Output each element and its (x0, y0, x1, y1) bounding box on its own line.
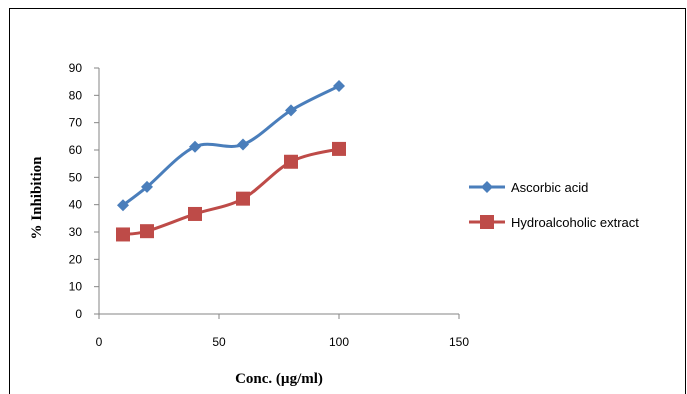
x-tick-label: 0 (96, 335, 103, 349)
data-point-ascorbic-acid (285, 104, 297, 117)
data-point-hydroalcoholic-extract (188, 206, 202, 221)
data-point-ascorbic-acid (237, 138, 249, 151)
legend-marker-hydroalcoholic-extract (480, 215, 494, 229)
series-line-ascorbic-acid (121, 84, 341, 207)
x-tick-label: 50 (212, 335, 226, 349)
data-point-hydroalcoholic-extract (116, 227, 130, 242)
y-tick-label: 80 (69, 88, 83, 102)
y-tick-label: 0 (75, 307, 82, 321)
data-point-ascorbic-acid (189, 140, 201, 153)
data-point-ascorbic-acid (117, 199, 129, 212)
y-tick-label: 20 (69, 252, 83, 266)
y-tick-label: 60 (69, 143, 83, 157)
y-tick-label: 50 (69, 170, 83, 184)
data-point-hydroalcoholic-extract (332, 141, 346, 156)
y-tick-label: 30 (69, 225, 83, 239)
series (116, 80, 346, 242)
series-line-hydroalcoholic-extract (121, 147, 341, 236)
data-point-hydroalcoholic-extract (284, 154, 298, 169)
axes (98, 68, 459, 315)
y-tick-label: 10 (69, 280, 83, 294)
data-point-hydroalcoholic-extract (236, 191, 250, 206)
x-tick-label: 100 (329, 335, 349, 349)
axis-titles: Conc. (µg/ml) % Inhibition (29, 156, 323, 387)
legend: Ascorbic acid Hydroalcoholic extract (469, 180, 639, 230)
x-axis-title: Conc. (µg/ml) (235, 371, 323, 387)
legend-label-ascorbic-acid: Ascorbic acid (511, 180, 588, 195)
x-tick-label: 150 (449, 335, 469, 349)
y-tick-label: 70 (69, 116, 83, 130)
y-axis-title: % Inhibition (29, 156, 45, 240)
data-point-ascorbic-acid (333, 80, 345, 93)
y-tick-label: 40 (69, 198, 83, 212)
ticks: 0 10 20 30 40 50 60 70 80 90 0 50 100 150 (69, 61, 470, 349)
y-tick-label: 90 (69, 61, 83, 75)
legend-label-hydroalcoholic-extract: Hydroalcoholic extract (511, 215, 639, 230)
legend-marker-ascorbic-acid (481, 181, 493, 193)
data-point-hydroalcoholic-extract (140, 224, 154, 239)
data-point-ascorbic-acid (141, 180, 153, 193)
